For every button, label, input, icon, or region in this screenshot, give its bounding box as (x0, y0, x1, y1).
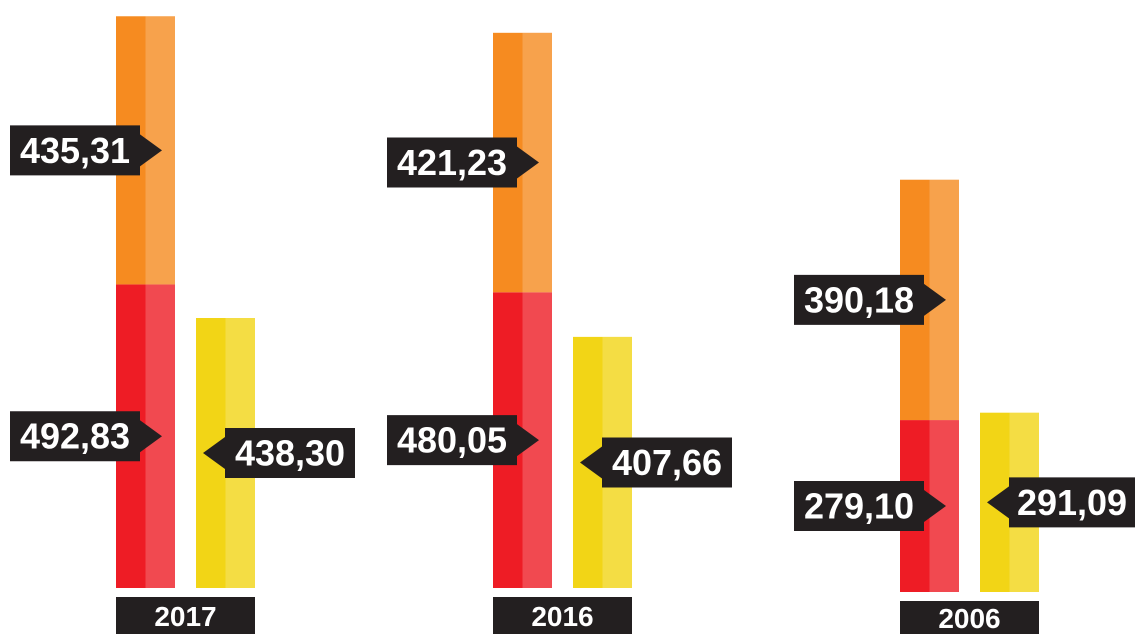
value-callout (10, 125, 162, 176)
value-callout (203, 428, 355, 479)
value-callout (10, 411, 162, 462)
category-label: 2017 (154, 601, 216, 632)
value-label: 390,18 (804, 279, 914, 320)
value-callout (580, 437, 732, 488)
value-label: 407,66 (612, 442, 722, 483)
value-label: 291,09 (1017, 482, 1127, 523)
value-callout (387, 415, 539, 466)
value-label: 435,31 (20, 130, 130, 171)
value-callout (987, 477, 1135, 528)
category-label: 2006 (938, 603, 1000, 634)
category-box (900, 601, 1039, 634)
category-box (493, 597, 632, 634)
value-callout (387, 137, 539, 188)
value-label: 438,30 (235, 433, 345, 474)
category-box (116, 597, 255, 634)
value-label: 421,23 (397, 142, 507, 183)
value-label: 279,10 (804, 486, 914, 527)
value-label: 492,83 (20, 416, 130, 457)
category-label: 2016 (531, 601, 593, 632)
value-callout (794, 481, 946, 532)
value-callout (794, 274, 946, 325)
value-label: 480,05 (397, 420, 507, 461)
